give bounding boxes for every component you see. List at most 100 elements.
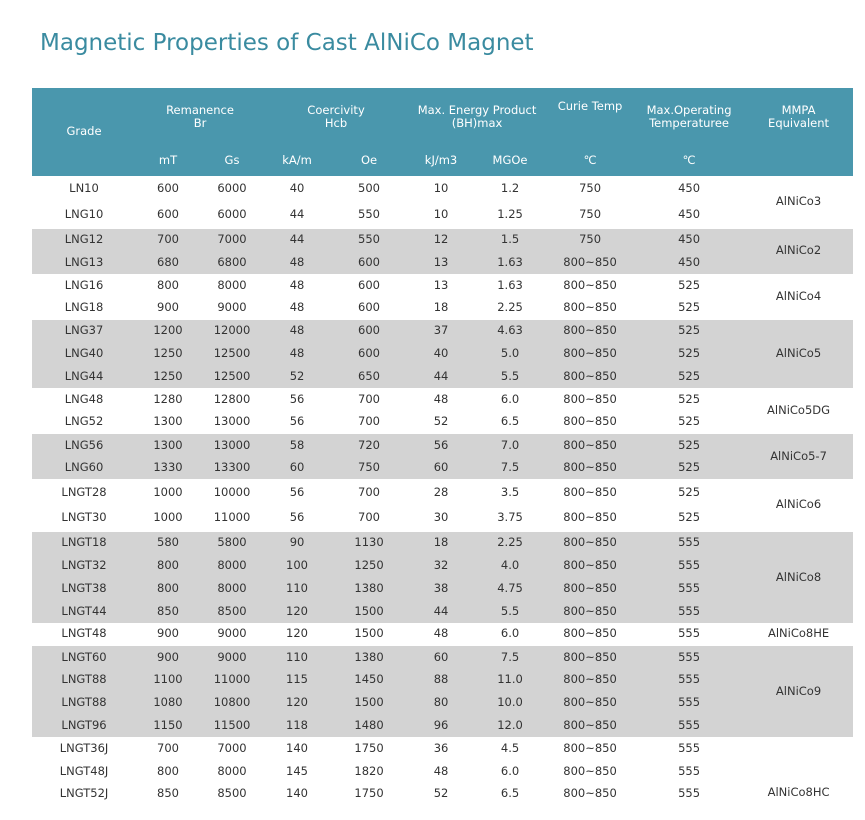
- cell-value: 7.5: [474, 456, 547, 480]
- cell-value: 1.2: [500, 181, 520, 196]
- cell-value: 36: [433, 740, 449, 755]
- cell-value: 90: [264, 530, 331, 555]
- cell-value: 8000: [200, 554, 265, 577]
- cell-value: 600: [358, 277, 380, 292]
- cell-value: 96: [408, 714, 475, 737]
- cell-value: 525: [678, 510, 701, 525]
- header-mmpa: MMPA Equivalent: [744, 88, 854, 146]
- cell-value: 18: [433, 300, 449, 315]
- cell-value: 800~850: [546, 250, 635, 274]
- cell-grade: LNG60: [32, 456, 136, 480]
- cell-value: 60: [408, 456, 475, 480]
- table-row: LNGT48 900 9000 120 1500 48 6.0 800~850 555 AlNi…: [32, 623, 853, 646]
- cell-value: 555: [634, 530, 745, 555]
- cell-value: 800~850: [546, 576, 635, 600]
- cell-value: 1000: [153, 484, 183, 499]
- cell-value: 1500: [330, 691, 409, 715]
- cell-value: 1280: [153, 391, 183, 406]
- cell-value: 555: [678, 763, 701, 778]
- cell-mmpa: AlNiCo5DG: [767, 402, 831, 417]
- cell-value: 700: [358, 510, 380, 525]
- cell-mmpa: AlNiCo8HE: [767, 626, 830, 641]
- cell-value: 7.5: [474, 645, 547, 669]
- cell-value: 800~850: [546, 365, 635, 388]
- cell-value: 56: [289, 414, 305, 429]
- cell-value: 115: [264, 668, 331, 692]
- cell-value: 555: [678, 740, 701, 755]
- cell-grade: LNG37: [32, 318, 136, 343]
- unit-operating-celsius: ℃: [634, 146, 745, 176]
- cell-value: 800: [157, 277, 179, 292]
- cell-grade: LNG10: [64, 207, 104, 222]
- table-row: LNG60 1330 13300 60 750 60 7.5 800~850 525: [32, 456, 853, 480]
- cell-value: 5.0: [474, 342, 547, 366]
- cell-value: 800~850: [563, 510, 617, 525]
- cell-value: 5.5: [474, 365, 547, 388]
- cell-grade: LNGT48: [61, 626, 107, 641]
- cell-value: 600: [157, 207, 179, 222]
- cell-value: 600: [358, 300, 380, 315]
- cell-value: 1380: [330, 576, 409, 600]
- cell-value: 600: [330, 318, 409, 343]
- cell-value: 10000: [213, 484, 251, 499]
- header-curie-temp: Curie Temp: [546, 88, 635, 146]
- cell-value: 60: [408, 645, 475, 669]
- cell-value: 800~850: [563, 277, 617, 292]
- cell-value: 900: [157, 300, 179, 315]
- table-row: LNGT36J 700 7000 140 1750 36 4.5 800~850 555 AlN…: [32, 737, 853, 799]
- cell-value: 555: [634, 576, 745, 600]
- cell-grade: LNGT52J: [59, 786, 109, 801]
- cell-value: 6800: [200, 250, 265, 274]
- cell-value: 680: [136, 250, 200, 274]
- cell-value: 1500: [354, 626, 384, 641]
- table-row: LNGT30 1000 11000 56 700 30 3.75 800~850 525: [32, 505, 853, 531]
- cell-grade: LNG56: [32, 433, 136, 457]
- cell-value: 555: [678, 626, 701, 641]
- page-title: Magnetic Properties of Cast AlNiCo Magne…: [40, 30, 534, 56]
- table-row: LNGT28 1000 10000 56 700 28 3.5 800~850 525 AlNi…: [32, 479, 853, 511]
- cell-value: 800~850: [546, 645, 635, 669]
- cell-value: 800: [136, 576, 200, 600]
- cell-value: 52: [433, 414, 449, 429]
- cell-value: 12.0: [474, 714, 547, 737]
- cell-value: 110: [264, 645, 331, 669]
- cell-value: 18: [408, 530, 475, 555]
- cell-mmpa: AlNiCo8HC: [767, 785, 830, 800]
- table-row: LNG40 1250 12500 48 600 40 5.0 800~850 525: [32, 342, 853, 366]
- cell-value: 1.25: [497, 207, 523, 222]
- cell-grade: LNGT36J: [59, 740, 109, 755]
- header-coercivity: Coercivity Hcb: [264, 88, 409, 146]
- cell-value: 6.0: [500, 391, 520, 406]
- table-row: LNGT60 900 9000 110 1380 60 7.5 800~850 555 AlNi…: [32, 644, 854, 737]
- cell-value: 555: [634, 714, 745, 737]
- cell-value: 120: [264, 599, 331, 623]
- cell-value: 10: [433, 207, 449, 222]
- cell-value: 555: [634, 645, 745, 669]
- cell-value: 44: [289, 207, 305, 222]
- cell-grade: LNGT60: [32, 645, 136, 669]
- cell-value: 555: [678, 786, 701, 801]
- table-row: LNGT32 800 8000 100 1250 32 4.0 800~850 555: [32, 554, 853, 577]
- table-row: LNGT18 580 5800 90 1130 18 2.25 800~850 555 AlNi…: [32, 530, 854, 623]
- cell-grade: LNGT32: [32, 554, 136, 577]
- cell-value: 550: [330, 227, 409, 251]
- cell-value: 6000: [217, 207, 247, 222]
- cell-mmpa: AlNiCo8: [744, 530, 854, 623]
- cell-value: 5800: [200, 530, 265, 555]
- cell-value: 700: [358, 414, 380, 429]
- cell-value: 580: [136, 530, 200, 555]
- cell-value: 1250: [330, 554, 409, 577]
- cell-value: 1480: [330, 714, 409, 737]
- cell-value: 44: [408, 365, 475, 388]
- cell-grade: LNGT28: [61, 484, 107, 499]
- cell-value: 900: [136, 645, 200, 669]
- cell-value: 1300: [153, 414, 183, 429]
- cell-mmpa: AlNiCo5-7: [744, 433, 854, 480]
- cell-grade: LNGT96: [32, 714, 136, 737]
- cell-value: 48: [433, 763, 449, 778]
- cell-value: 750: [579, 207, 602, 222]
- cell-value: 850: [157, 786, 179, 801]
- cell-value: 600: [330, 250, 409, 274]
- cell-value: 720: [330, 433, 409, 457]
- cell-value: 88: [408, 668, 475, 692]
